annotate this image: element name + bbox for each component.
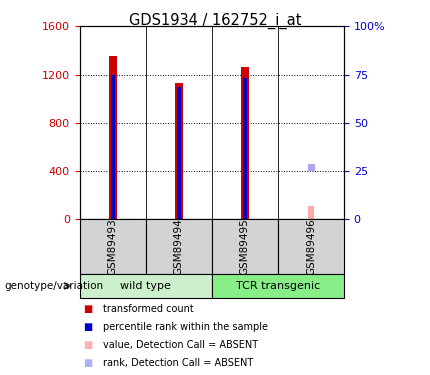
- Text: transformed count: transformed count: [103, 304, 194, 314]
- Bar: [80, 274, 212, 298]
- Text: ■: ■: [83, 340, 93, 350]
- Bar: [80, 219, 146, 274]
- Bar: [212, 274, 344, 298]
- Bar: [177, 87, 181, 219]
- Text: genotype/variation: genotype/variation: [4, 281, 104, 291]
- Text: GDS1934 / 162752_i_at: GDS1934 / 162752_i_at: [129, 13, 301, 29]
- Text: rank, Detection Call = ABSENT: rank, Detection Call = ABSENT: [103, 358, 253, 368]
- Bar: [175, 83, 183, 219]
- Text: ■: ■: [83, 322, 93, 332]
- Text: GSM89496: GSM89496: [306, 218, 316, 275]
- Bar: [241, 67, 249, 219]
- Bar: [278, 219, 344, 274]
- Bar: [243, 78, 247, 219]
- Text: ■: ■: [83, 304, 93, 314]
- Text: ■: ■: [83, 358, 93, 368]
- Bar: [109, 56, 117, 219]
- Bar: [212, 219, 278, 274]
- Text: GSM89494: GSM89494: [174, 218, 184, 275]
- Text: TCR transgenic: TCR transgenic: [236, 281, 320, 291]
- Bar: [307, 206, 314, 219]
- Text: GSM89495: GSM89495: [240, 218, 250, 275]
- Bar: [146, 219, 212, 274]
- Text: percentile rank within the sample: percentile rank within the sample: [103, 322, 268, 332]
- Text: wild type: wild type: [120, 281, 171, 291]
- Text: GSM89493: GSM89493: [108, 218, 118, 275]
- Text: value, Detection Call = ABSENT: value, Detection Call = ABSENT: [103, 340, 258, 350]
- Bar: [111, 75, 114, 219]
